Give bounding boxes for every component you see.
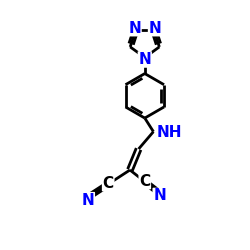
Text: NH: NH bbox=[156, 125, 182, 140]
Text: N: N bbox=[82, 193, 94, 208]
Text: N: N bbox=[148, 21, 161, 36]
Text: N: N bbox=[153, 188, 166, 204]
Text: N: N bbox=[138, 52, 151, 67]
Text: N: N bbox=[128, 21, 141, 36]
Text: C: C bbox=[103, 176, 114, 190]
Text: C: C bbox=[139, 174, 150, 188]
